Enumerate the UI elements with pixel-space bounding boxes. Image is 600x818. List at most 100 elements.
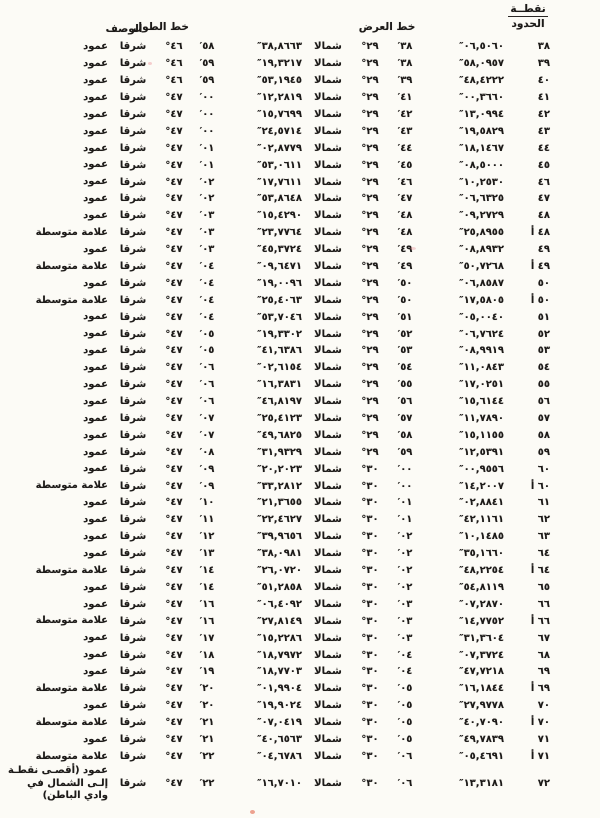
lon-seconds-cell: ٤٥,٣٧٢٤″	[257, 244, 302, 256]
lat-degrees-cell: ٢٩°	[361, 142, 379, 154]
lat-direction-cell: شمالا	[314, 396, 342, 408]
lon-degrees-cell: ٤٧°	[165, 210, 183, 222]
lon-seconds-cell: ٠٢,٨٧٧٩″	[257, 142, 302, 154]
lat-minutes-cell: ٤٦′	[397, 176, 413, 188]
lat-degrees-cell: ٢٩°	[361, 125, 379, 137]
lon-direction-cell: شرقا	[119, 531, 147, 543]
description-cell: عمود	[83, 699, 108, 711]
lon-seconds-cell: ٢٢,٤٦٢٧″	[257, 514, 302, 526]
point-number-cell: ٦٨	[537, 649, 550, 661]
table-row: ٤٧ ٠٦,٦٣٢٥″ ٤٧′ ٢٩° شمالا ٥٣,٨٦٤٨″ ٠٢′ ٤٧° شرقا ع…	[0, 191, 600, 208]
description-cell: عمود	[83, 666, 108, 678]
lat-seconds-cell: ١٦,١٨٤٤″	[459, 683, 504, 695]
lon-seconds-cell: ٢٠,٢٠٢٣″	[257, 463, 302, 475]
lon-minutes-cell: ٠٢′	[199, 193, 215, 205]
lat-degrees-cell: ٢٩°	[361, 345, 379, 357]
description-cell: عمود	[83, 497, 108, 509]
lat-seconds-cell: ٥٠,٧٢٦٨″	[459, 261, 504, 273]
point-number-cell: ٦٦ أ	[530, 615, 550, 627]
lon-minutes-cell: ٠٤′	[199, 311, 215, 323]
lat-direction-cell: شمالا	[314, 362, 342, 374]
lon-seconds-cell: ٤١,٦٣٨٦″	[257, 345, 302, 357]
lon-seconds-cell: ٠١,٩٩٠٤″	[257, 683, 302, 695]
table-row: ٥٠ أ ١٧,٥٨٠٥″ ٥٠′ ٢٩° شمالا ٢٥,٤٠٦٣″ ٠٤′ ٤٧° شرق…	[0, 292, 600, 309]
lat-direction-cell: شمالا	[314, 615, 342, 627]
lat-seconds-cell: ٢٥,٨٩٥٥″	[459, 227, 504, 239]
table-row: ٥٥ ١٧,٠٢٥١″ ٥٥′ ٢٩° شمالا ١٦,٣٨٣١″ ٠٦′ ٤٧° شرقا ع…	[0, 377, 600, 394]
lon-seconds-cell: ٥٣,٨٦٤٨″	[257, 193, 302, 205]
lat-minutes-cell: ٠٥′	[397, 717, 413, 729]
lat-degrees-cell: ٢٩°	[361, 446, 379, 458]
lat-minutes-cell: ٠٢′	[397, 548, 413, 560]
lat-minutes-cell: ٠٢′	[397, 581, 413, 593]
lon-degrees-cell: ٤٧°	[165, 598, 183, 610]
lon-minutes-cell: ١٦′	[199, 615, 215, 627]
lat-degrees-cell: ٢٩°	[361, 413, 379, 425]
lat-direction-cell: شمالا	[314, 778, 342, 790]
lon-direction-cell: شرقا	[119, 311, 147, 323]
point-number-cell: ٦٠ أ	[530, 480, 550, 492]
table-row: ٥٨ ١٥,١١٥٥″ ٥٨′ ٢٩° شمالا ٤٩,٦٨٢٥″ ٠٧′ ٤٧° شرقا ع…	[0, 427, 600, 444]
lon-minutes-cell: ١٩′	[199, 666, 215, 678]
point-number-cell: ٤٦	[537, 176, 550, 188]
lat-direction-cell: شمالا	[314, 311, 342, 323]
lon-minutes-cell: ٠٧′	[199, 413, 215, 425]
point-number-cell: ٤٩	[537, 244, 550, 256]
lat-minutes-cell: ٤٧′	[397, 193, 413, 205]
col-header-point-number: نقطــة الحدود	[500, 3, 556, 30]
table-row: ٧١ أ ٠٥,٤٦٩١″ ٠٦′ ٣٠° شمالا ٠٤,٦٧٨٦″ ٢٢′ ٤٧° شرق…	[0, 748, 600, 765]
lat-direction-cell: شمالا	[314, 294, 342, 306]
table-row: ٤٩ أ ٥٠,٧٢٦٨″ ٤٩′ ٢٩° شمالا ٠٩,٦٤٧١″ ٠٤′ ٤٧° شرق…	[0, 259, 600, 276]
lon-minutes-cell: ٢١′	[199, 733, 215, 745]
lat-direction-cell: شمالا	[314, 109, 342, 120]
lon-direction-cell: شرقا	[119, 683, 147, 695]
lon-seconds-cell: ٤٠,٦٥٦٣″	[257, 733, 302, 745]
point-number-cell: ٥٧	[537, 413, 550, 425]
lat-direction-cell: شمالا	[314, 159, 342, 171]
lon-degrees-cell: ٤٧°	[165, 142, 183, 154]
lon-minutes-cell: ١٢′	[199, 531, 215, 543]
table-row: ٥٣ ٠٨,٩٩١٩″ ٥٣′ ٢٩° شمالا ٤١,٦٣٨٦″ ٠٥′ ٤٧° شرقا ع…	[0, 343, 600, 360]
lat-minutes-cell: ٣٨′	[397, 58, 413, 70]
lon-direction-cell: شرقا	[119, 328, 147, 340]
lon-direction-cell: شرقا	[119, 125, 147, 137]
lon-seconds-cell: ١٩,٣٢١٧″	[257, 58, 302, 70]
lat-direction-cell: شمالا	[314, 345, 342, 357]
lon-degrees-cell: ٤٧°	[165, 92, 183, 104]
lat-direction-cell: شمالا	[314, 717, 342, 729]
table-row: ٤٨ ٠٩,٢٧٢٩″ ٤٨′ ٢٩° شمالا ١٥,٤٢٩٠″ ٠٣′ ٤٧° شرقا ع…	[0, 208, 600, 225]
lat-minutes-cell: ٥١′	[397, 311, 413, 323]
lon-direction-cell: شرقا	[119, 615, 147, 627]
lon-minutes-cell: ٠٩′	[199, 480, 215, 492]
lat-minutes-cell: ٥٩′	[397, 446, 413, 458]
lon-minutes-cell: ١٠′	[199, 497, 215, 509]
lat-minutes-cell: ٠٤′	[397, 666, 413, 678]
lat-degrees-cell: ٢٩°	[361, 227, 379, 239]
lon-degrees-cell: ٤٧°	[165, 463, 183, 475]
point-number-cell: ٤٨	[537, 210, 550, 222]
table-row: ٥٢ ٠٦,٧٦٢٤″ ٥٢′ ٢٩° شمالا ١٩,٣٣٠٢″ ٠٥′ ٤٧° شرقا ع…	[0, 326, 600, 343]
lat-direction-cell: شمالا	[314, 277, 342, 289]
table-row: ٥٦ ١٥,٦١٤٤″ ٥٦′ ٢٩° شمالا ٤٦,٨١٩٧″ ٠٦′ ٤٧° شرقا ع…	[0, 394, 600, 411]
lon-minutes-cell: ٠٦′	[199, 362, 215, 374]
lon-degrees-cell: ٤٧°	[165, 345, 183, 357]
point-number-cell: ٧٢	[537, 778, 550, 790]
lon-degrees-cell: ٤٧°	[165, 700, 183, 712]
lat-direction-cell: شمالا	[314, 632, 342, 644]
table-row: ٦٦ أ ١٤,٧٧٥٢″ ٠٣′ ٣٠° شمالا ٢٧,٨١٤٩″ ١٦′ ٤٧° شرق…	[0, 613, 600, 630]
lat-degrees-cell: ٢٩°	[361, 92, 379, 104]
description-cell: عمود	[83, 277, 108, 289]
table-row: ٣٩ ٥٨,٠٩٥٧″ ٣٨′ ٢٩° شمالا ١٩,٣٢١٧″ ٥٩′ ٤٦° شرقا ع…	[0, 56, 600, 73]
lat-direction-cell: شمالا	[314, 261, 342, 273]
lat-seconds-cell: ٤٩,٧٨٣٩″	[459, 733, 504, 745]
table-row: ٤٥ ٠٨,٥٠٠٠″ ٤٥′ ٢٩° شمالا ٥٣,٠٦١١″ ٠١′ ٤٧° شرقا ع…	[0, 157, 600, 174]
lon-degrees-cell: ٤٧°	[165, 778, 183, 790]
point-number-cell: ٦٣	[537, 531, 550, 543]
lon-minutes-cell: ٠١′	[199, 142, 215, 154]
lat-direction-cell: شمالا	[314, 565, 342, 577]
lon-direction-cell: شرقا	[119, 58, 147, 70]
lat-degrees-cell: ٣٠°	[361, 717, 379, 729]
lat-minutes-cell: ٠٣′	[397, 632, 413, 644]
point-number-cell: ٤٣	[537, 125, 550, 137]
lat-seconds-cell: ٠٩,٢٧٢٩″	[459, 210, 504, 222]
